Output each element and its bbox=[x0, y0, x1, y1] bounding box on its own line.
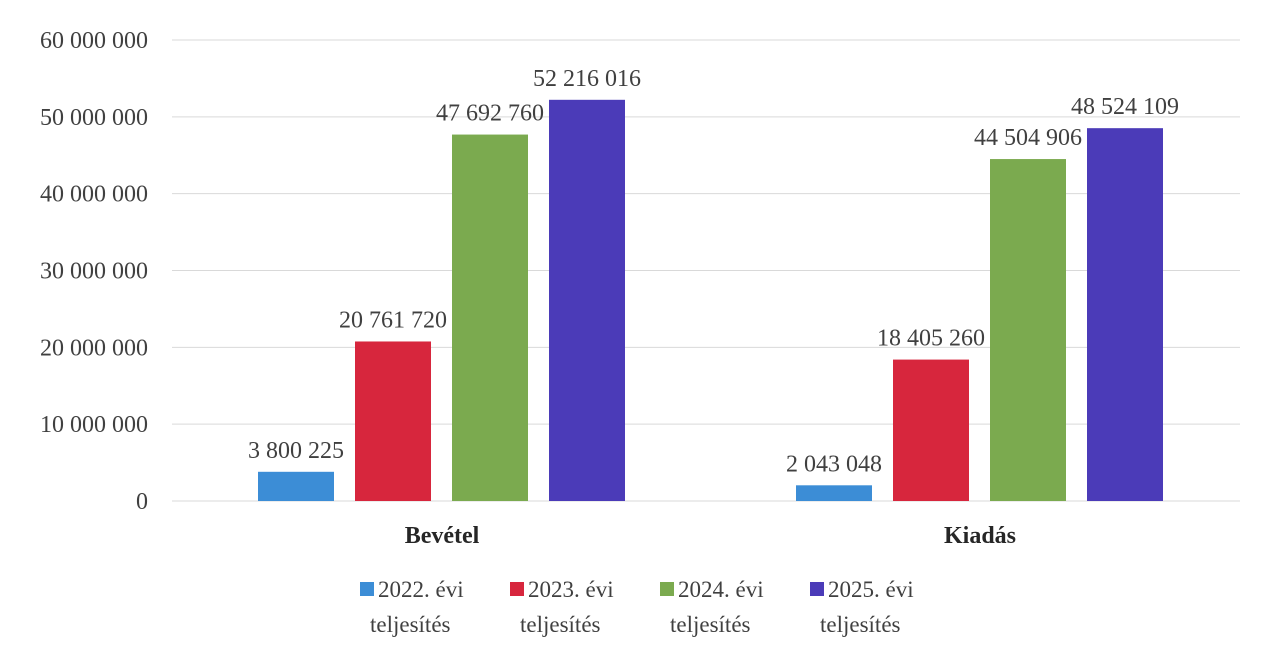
data-label: 2 043 048 bbox=[786, 451, 882, 477]
gridlines bbox=[172, 39, 1240, 502]
bar-bevetel-series-1 bbox=[258, 471, 334, 501]
legend-swatch bbox=[360, 582, 374, 596]
legend-label: teljesítés bbox=[820, 612, 901, 637]
y-tick-label: 60 000 000 bbox=[40, 28, 148, 54]
legend-label: 2025. évi bbox=[828, 577, 914, 602]
legend-swatch bbox=[810, 582, 824, 596]
bar-bevetel-series-2 bbox=[355, 341, 431, 501]
y-tick-label: 30 000 000 bbox=[40, 259, 148, 285]
bar-kiadas-series-3 bbox=[990, 159, 1066, 502]
bar-bevetel-series-4 bbox=[549, 99, 625, 501]
data-label: 18 405 260 bbox=[877, 326, 985, 352]
y-axis-tick-labels: 0 10 000 000 20 000 000 30 000 000 40 000 00… bbox=[40, 28, 148, 515]
bar-bevetel-series-3 bbox=[452, 134, 528, 502]
bar-kiadas-series-4 bbox=[1087, 128, 1163, 501]
y-tick-label: 20 000 000 bbox=[40, 335, 148, 361]
data-label: 20 761 720 bbox=[339, 307, 447, 333]
y-tick-label: 40 000 000 bbox=[40, 182, 148, 208]
data-label: 3 800 225 bbox=[248, 438, 344, 464]
y-tick-label: 0 bbox=[136, 489, 148, 515]
category-labels: Bevétel Kiadás bbox=[405, 523, 1016, 549]
y-tick-label: 50 000 000 bbox=[40, 105, 148, 131]
legend-label: teljesítés bbox=[670, 612, 751, 637]
legend-label: 2024. évi bbox=[678, 577, 764, 602]
legend-label: teljesítés bbox=[370, 612, 451, 637]
legend-swatch bbox=[660, 582, 674, 596]
category-label: Bevétel bbox=[405, 523, 480, 549]
data-labels: 3 800 225 20 761 720 47 692 760 52 216 016 2… bbox=[248, 66, 1179, 477]
data-label: 48 524 109 bbox=[1071, 94, 1179, 120]
legend: 2022. évi teljesítés 2023. évi teljesítés 20… bbox=[360, 577, 914, 637]
bars bbox=[258, 99, 1163, 502]
category-label: Kiadás bbox=[944, 523, 1016, 549]
bar-kiadas-series-1 bbox=[796, 485, 872, 501]
legend-label: teljesítés bbox=[520, 612, 601, 637]
legend-label: 2022. évi bbox=[378, 577, 464, 602]
legend-swatch bbox=[510, 582, 524, 596]
bar-kiadas-series-2 bbox=[893, 359, 969, 501]
data-label: 52 216 016 bbox=[533, 66, 641, 92]
data-label: 47 692 760 bbox=[436, 101, 544, 127]
data-label: 44 504 906 bbox=[974, 125, 1082, 151]
legend-label: 2023. évi bbox=[528, 577, 614, 602]
y-tick-label: 10 000 000 bbox=[40, 412, 148, 438]
